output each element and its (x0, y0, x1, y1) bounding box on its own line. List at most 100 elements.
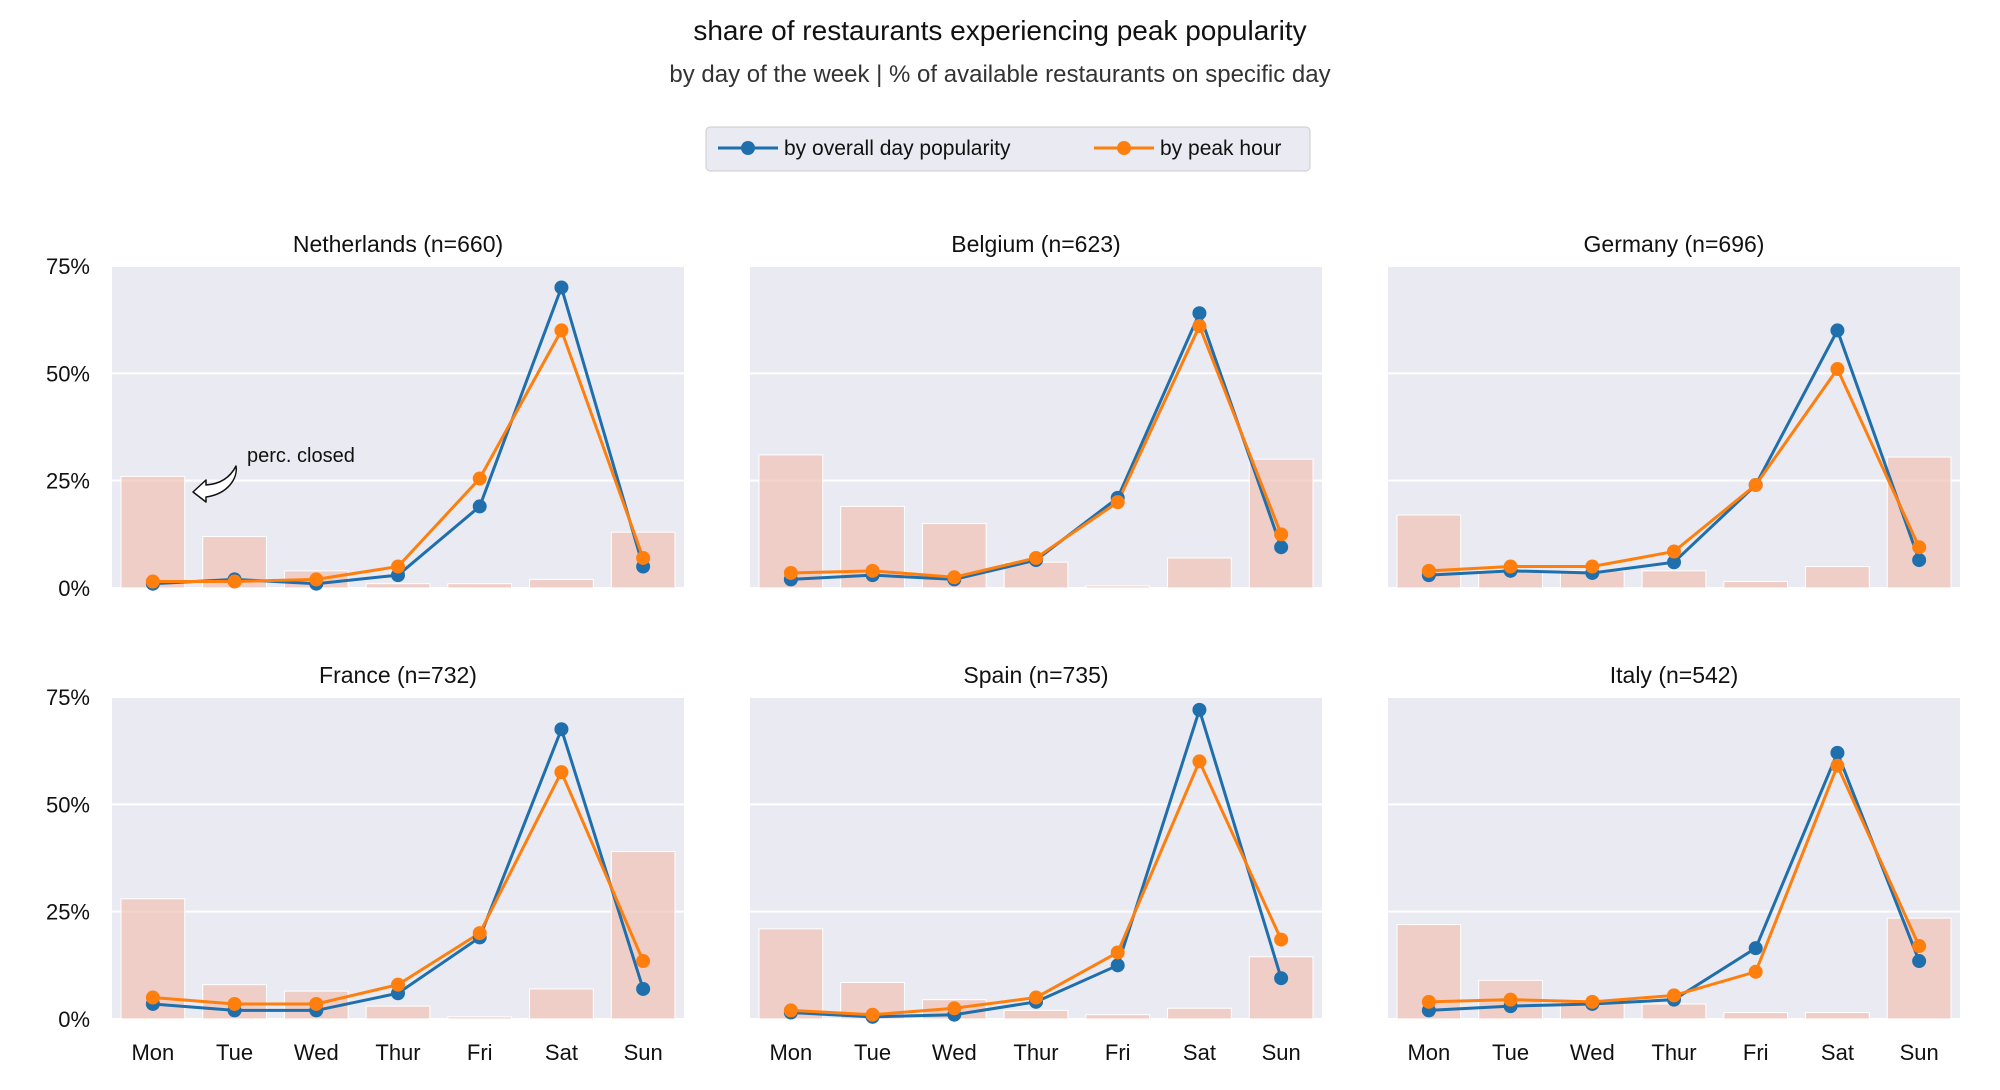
data-point-peak (865, 1007, 880, 1022)
data-point-peak (227, 574, 242, 589)
data-point-peak (145, 990, 160, 1005)
panel-5: Italy (n=542) Mon Tue Wed Thur Fri Sat Sun (1388, 662, 1960, 1065)
panel-title: Germany (n=696) (1584, 231, 1765, 257)
data-point-overall (1830, 745, 1845, 760)
x-tick-label: Sat (545, 1040, 578, 1065)
data-point-peak (1830, 362, 1845, 377)
closed-bar (1723, 1012, 1789, 1020)
x-tick-label: Mon (1407, 1040, 1450, 1065)
x-tick-label: Wed (1570, 1040, 1615, 1065)
y-tick-label: 25% (46, 469, 90, 494)
data-point-peak (1274, 527, 1289, 542)
data-point-peak (1912, 939, 1927, 954)
data-point-peak (1029, 550, 1043, 565)
y-tick-label: 0% (58, 1007, 90, 1032)
data-point-peak (145, 574, 160, 589)
closed-bar (1886, 917, 1952, 1020)
data-point-peak (1830, 758, 1845, 773)
closed-bar (1167, 557, 1232, 589)
x-tick-label: Sun (1262, 1040, 1301, 1065)
x-tick-label: Wed (294, 1040, 339, 1065)
panel-4: Spain (n=735) Mon Tue Wed Thur Fri Sat Sun (750, 662, 1322, 1065)
data-point-peak (391, 559, 405, 574)
data-point-peak (947, 1001, 962, 1016)
data-point-peak (1585, 994, 1600, 1009)
chart-title: share of restaurants experiencing peak p… (693, 15, 1306, 46)
x-tick-label: Mon (769, 1040, 812, 1065)
data-point-peak (783, 565, 798, 580)
y-tick-label: 25% (46, 900, 90, 925)
closed-bar (529, 578, 594, 589)
x-tick-label: Tue (1492, 1040, 1529, 1065)
closed-bar (447, 1016, 513, 1020)
x-tick-label: Sun (1900, 1040, 1939, 1065)
y-tick-label: 75% (46, 254, 90, 279)
legend-marker-peak (1117, 141, 1131, 155)
x-tick-label: Fri (1743, 1040, 1769, 1065)
closed-bar (1085, 585, 1151, 589)
data-point-overall (554, 280, 569, 295)
chart-subtitle: by day of the week | % of available rest… (669, 61, 1330, 88)
closed-bar (1248, 956, 1314, 1020)
y-tick-label: 75% (46, 685, 90, 710)
panels: Netherlands (n=660) 75% 50% 25% 0% perc. clos… (46, 231, 1960, 1065)
closed-bar (1641, 570, 1707, 589)
closed-bar (120, 475, 186, 589)
data-point-overall (1912, 553, 1927, 568)
x-tick-label: Mon (131, 1040, 174, 1065)
panel-title: Belgium (n=623) (951, 231, 1120, 257)
data-point-peak (554, 765, 569, 780)
legend: by overall day popularity by peak hour (705, 126, 1311, 172)
legend-box (705, 126, 1311, 172)
data-point-peak (1667, 988, 1681, 1003)
legend-label-peak: by peak hour (1160, 137, 1281, 160)
data-point-peak (309, 572, 324, 587)
x-tick-label: Tue (854, 1040, 891, 1065)
panel-0: Netherlands (n=660) 75% 50% 25% 0% perc. clos… (46, 231, 684, 601)
panel-background (1388, 697, 1960, 1019)
closed-bar (1886, 456, 1952, 589)
legend-marker-overall (741, 141, 755, 155)
panel-background (112, 697, 684, 1019)
closed-bar (1805, 1012, 1870, 1020)
annotation-label: perc. closed (247, 445, 355, 467)
x-tick-label: Fri (1105, 1040, 1131, 1065)
x-tick-label: Thur (1013, 1040, 1058, 1065)
data-point-overall (1274, 971, 1289, 986)
panel-2: Germany (n=696) (1388, 231, 1960, 589)
data-point-peak (554, 323, 569, 338)
data-point-overall (1667, 555, 1681, 570)
x-tick-label: Tue (216, 1040, 253, 1065)
panel-title: France (n=732) (319, 662, 477, 688)
data-point-peak (783, 1003, 798, 1018)
x-tick-label: Sat (1183, 1040, 1216, 1065)
data-point-peak (865, 563, 880, 578)
data-point-peak (1667, 544, 1681, 559)
data-point-overall (1912, 954, 1927, 969)
data-point-peak (1192, 319, 1207, 334)
data-point-peak (1585, 559, 1600, 574)
data-point-peak (472, 471, 487, 486)
x-tick-label: Sat (1821, 1040, 1854, 1065)
y-tick-label: 50% (46, 361, 90, 386)
data-point-overall (1192, 306, 1207, 321)
data-point-peak (1110, 495, 1125, 510)
closed-bar (365, 583, 431, 589)
data-point-overall (554, 722, 569, 737)
closed-bar (447, 583, 513, 589)
closed-bar (1805, 566, 1870, 589)
x-tick-label: Wed (932, 1040, 977, 1065)
x-tick-label: Thur (1651, 1040, 1696, 1065)
data-point-peak (227, 996, 242, 1011)
data-point-overall (1110, 958, 1125, 973)
closed-bar (758, 454, 824, 589)
annotation-arrow (192, 465, 237, 503)
panel-1: Belgium (n=623) (750, 231, 1322, 589)
closed-bar (1723, 581, 1789, 589)
closed-bar (1085, 1014, 1151, 1020)
closed-bar (529, 988, 594, 1020)
panel-background (1388, 266, 1960, 588)
x-tick-label: Sun (624, 1040, 663, 1065)
legend-label-overall: by overall day popularity (784, 137, 1011, 160)
